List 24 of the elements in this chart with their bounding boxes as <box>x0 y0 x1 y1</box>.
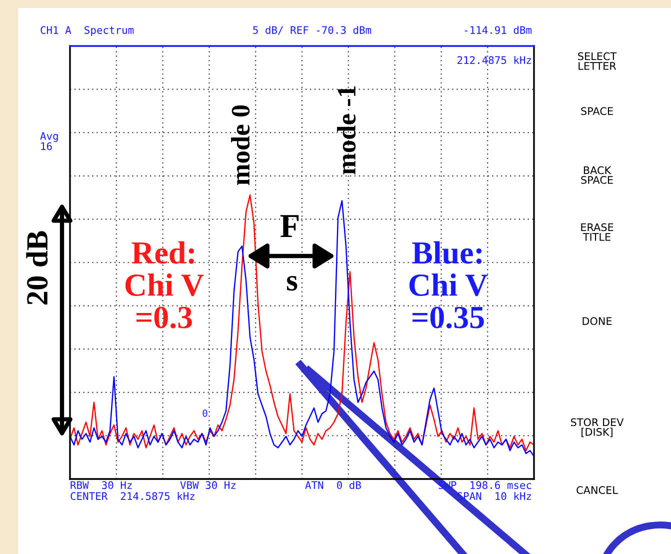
text: CH1 A Spectrum <box>40 26 134 36</box>
text: ATN 0 dB <box>305 480 361 490</box>
text: 212.4875 kHz <box>458 56 532 64</box>
text: mode -1 <box>337 86 356 174</box>
annotation: Blue: Chi V =0.35 <box>409 241 488 328</box>
text: VBW 30 Hz <box>180 481 236 490</box>
text: SPACE <box>581 107 613 116</box>
annotation: s <box>286 276 298 291</box>
text: ERASE TITLE <box>581 223 614 241</box>
text: SELECT LETTER <box>578 52 617 70</box>
text: BACK SPACE <box>581 166 613 184</box>
text: -114.91 dBm <box>464 26 532 34</box>
text: 20 dB <box>26 231 48 304</box>
text: mode 0 <box>231 105 250 185</box>
annotation: Red: Chi V =0.3 <box>125 241 204 328</box>
annotation: F <box>280 215 299 238</box>
text: Avg 16 <box>40 132 58 150</box>
text: 5 dB/ REF -70.3 dBm <box>253 26 372 35</box>
text: RBW 30 Hz <box>70 481 132 490</box>
text: CENTER 214.5875 kHz <box>70 492 194 500</box>
annotation: 0 <box>202 409 208 417</box>
text: DONE <box>582 317 612 326</box>
text: CANCEL <box>576 486 618 494</box>
text: STOR DEV [DISK] <box>570 418 624 438</box>
